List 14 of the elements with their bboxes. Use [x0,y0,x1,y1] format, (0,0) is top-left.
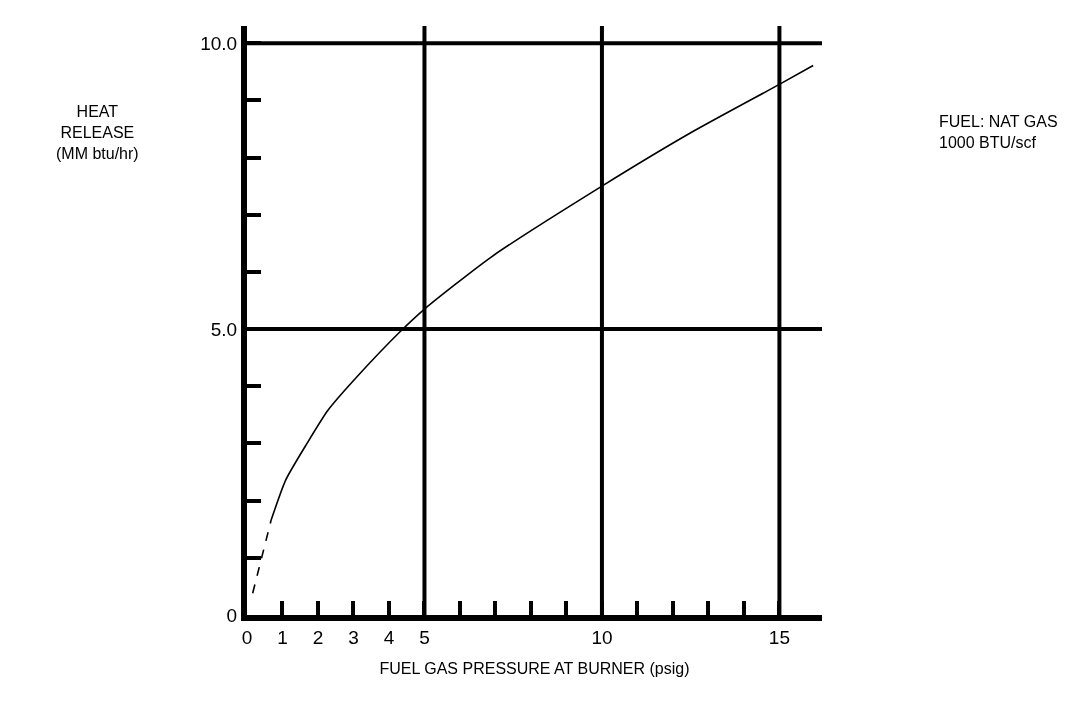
x-axis-title: FUEL GAS PRESSURE AT BURNER (psig) [379,660,690,677]
x-tick-label: 0 [241,626,253,648]
y-tick-label: 0 [226,604,238,626]
text: FUEL: NAT GAS 1000 BTU/scf [939,113,1058,151]
x-tick-label: 2 [312,626,324,648]
x-tick-label: 5 [419,626,430,648]
x-tick-label: 10 [591,626,613,648]
y-tick-label: 5.0 [210,318,238,340]
x-tick-label: 1 [277,626,288,648]
x-tick-label: 15 [768,626,790,648]
y-axis-title: HEAT RELEASE (MM btu/hr) [56,103,139,162]
x-tick-label: 4 [383,626,395,648]
x-tick-label: 3 [348,626,359,648]
y-tick-label: 10.0 [200,32,238,54]
